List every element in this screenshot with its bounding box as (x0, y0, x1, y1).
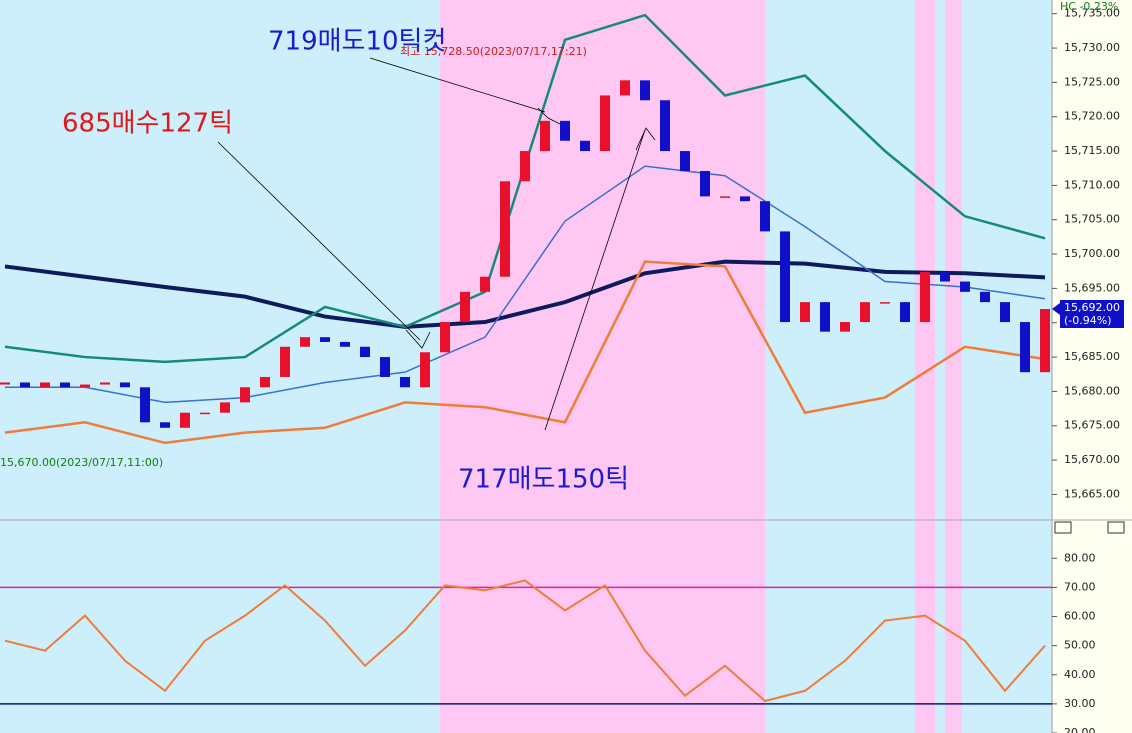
y-tick-label: 15,685.00 (1064, 350, 1120, 363)
candle-body (940, 271, 950, 282)
candle-body (960, 281, 970, 292)
high-note: 최고 15,728.50(2023/07/17,17:21) (400, 45, 587, 58)
panel-icon[interactable] (1107, 521, 1125, 534)
candle-body (340, 341, 350, 347)
candle-body (140, 387, 150, 423)
y-tick-label: 15,735.00 (1064, 7, 1120, 20)
annotation: 685매수127틱 (62, 109, 233, 139)
candle-body (440, 322, 450, 353)
y-tick-label: 15,670.00 (1064, 453, 1120, 466)
last-price-box (1060, 300, 1124, 328)
candle-body (760, 201, 770, 232)
candle-body (740, 196, 750, 202)
hc-label: HC -0.23% (1060, 0, 1118, 13)
indicator-line (5, 165, 1046, 404)
y-tick-label: 20.00 (1064, 726, 1096, 733)
y-tick-label: 15,675.00 (1064, 419, 1120, 432)
candle-body (240, 387, 250, 403)
candle-body (720, 196, 730, 198)
candle-body (460, 291, 470, 323)
candle-body (780, 231, 790, 323)
candle-body (1000, 302, 1010, 323)
annotation: 717매도150틱 (458, 465, 629, 495)
low-note: 15,670.00(2023/07/17,11:00) (0, 456, 163, 469)
y-tick-label: 15,715.00 (1064, 144, 1120, 157)
candle-body (520, 151, 530, 182)
candle-body (200, 412, 210, 415)
candle-body (0, 382, 10, 385)
candle-body (420, 352, 430, 388)
candle-body (320, 337, 330, 342)
candle-body (880, 302, 890, 304)
candle-body (640, 80, 650, 101)
y-tick-label: 15,695.00 (1064, 281, 1120, 294)
y-tick-label: 15,710.00 (1064, 178, 1120, 191)
candle-body (280, 346, 290, 377)
y-tick-label: 15,720.00 (1064, 110, 1120, 123)
axis-panel (1052, 0, 1132, 733)
candle-body (220, 402, 230, 413)
signal-zone (945, 0, 962, 733)
signal-zone (915, 0, 935, 733)
candle-body (800, 302, 810, 323)
y-tick-label: 50.00 (1064, 639, 1096, 652)
annotation-lines (217, 57, 656, 431)
y-tick-label: 40.00 (1064, 668, 1096, 681)
y-tick-label: 70.00 (1064, 580, 1096, 593)
candle-body (480, 276, 490, 292)
candle-body (540, 120, 550, 152)
y-tick-label: 15,680.00 (1064, 384, 1120, 397)
candle-body (160, 422, 170, 428)
change-label: (-0.94%) (1064, 314, 1112, 327)
candle-body (40, 382, 50, 388)
candle-body (20, 382, 30, 388)
candle-body (660, 100, 670, 152)
candle-body (400, 376, 410, 388)
candle-body (620, 80, 630, 96)
y-tick-label: 15,725.00 (1064, 75, 1120, 88)
last-price-label: 15,692.00 (1064, 301, 1120, 314)
candle-body (80, 384, 90, 388)
y-tick-label: 15,700.00 (1064, 247, 1120, 260)
candle-body (980, 291, 990, 303)
candle-body (580, 140, 590, 152)
candle-body (100, 382, 110, 385)
indicator-line (4, 260, 1046, 445)
candle-body (1020, 322, 1030, 373)
candle-body (260, 376, 270, 388)
candle-body (560, 120, 570, 141)
y-tick-label: 15,730.00 (1064, 41, 1120, 54)
panel-icon[interactable] (1054, 521, 1072, 534)
candle-body (180, 412, 190, 428)
candle-body (840, 322, 850, 332)
candle-body (300, 337, 310, 347)
rsi-line (4, 579, 1046, 703)
candle-body (920, 271, 930, 323)
candle-body (500, 181, 510, 277)
candle-body (360, 346, 370, 358)
candle-body (120, 382, 130, 388)
candle-body (860, 302, 870, 323)
y-tick-label: 15,665.00 (1064, 487, 1120, 500)
indicator-line (4, 259, 1046, 329)
y-tick-label: 30.00 (1064, 697, 1096, 710)
annotation: 719매도10틱컷 (268, 27, 446, 57)
candle-body (700, 170, 710, 197)
candle-body (380, 357, 390, 377)
candle-body (60, 382, 70, 388)
y-tick-label: 60.00 (1064, 610, 1096, 623)
candle-body (900, 302, 910, 323)
y-tick-label: 15,705.00 (1064, 213, 1120, 226)
candle-body (600, 95, 610, 152)
candle-body (1040, 309, 1050, 373)
y-tick-label: 80.00 (1064, 551, 1096, 564)
candle-body (680, 151, 690, 171)
last-price-pointer (1052, 303, 1060, 315)
candle-body (820, 302, 830, 332)
